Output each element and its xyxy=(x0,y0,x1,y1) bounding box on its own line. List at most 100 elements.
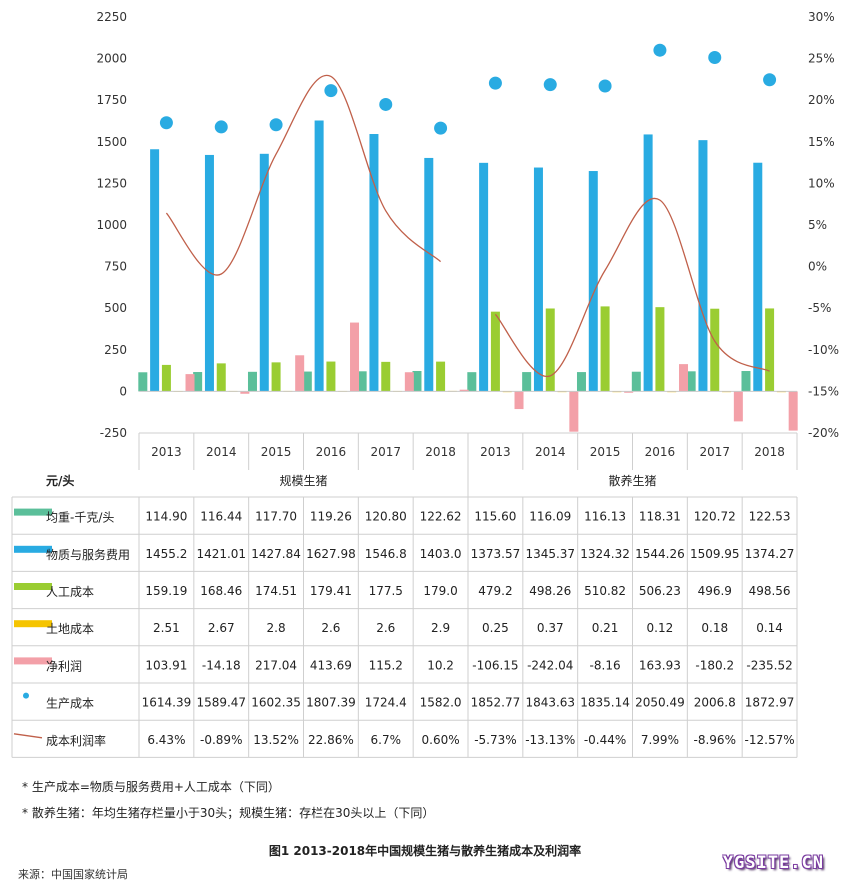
bar-4-mark xyxy=(788,391,798,431)
note-scale-definition: * 散养生猪：年均生猪存栏量小于30头；规模生猪：存栏在30头以上（下同） xyxy=(22,806,435,820)
data-label: 7.99% xyxy=(641,733,679,747)
data-label: 479.2 xyxy=(478,584,512,598)
bar-2-mark xyxy=(655,307,665,392)
bar-1-mark xyxy=(259,153,269,392)
y-tick-label: 1000 xyxy=(96,218,127,232)
data-label: -235.52 xyxy=(746,658,792,672)
production-cost-dot xyxy=(488,76,502,90)
data-label: 498.26 xyxy=(529,584,571,598)
source-note: 来源：中国国家统计局 xyxy=(18,868,128,881)
data-label: 179.41 xyxy=(310,584,352,598)
y-tick-label: 1250 xyxy=(96,176,127,190)
axes: 2250 2000 1750 1500 1250 1000 750 500 250 0 -250 30… xyxy=(96,10,839,440)
data-label: 1724.4 xyxy=(365,696,407,710)
data-label: 498.56 xyxy=(749,584,791,598)
data-label: 115.2 xyxy=(369,658,403,672)
production-cost-dot xyxy=(214,120,228,134)
x-tick-label: 2013 xyxy=(151,445,182,459)
bar-0-mark xyxy=(686,371,696,392)
bar-1-mark xyxy=(533,167,543,392)
x-tick-label: 2014 xyxy=(535,445,566,459)
production-cost-dot xyxy=(708,50,722,64)
legend-label: 成本利润率 xyxy=(46,733,106,748)
x-tick-label: 2014 xyxy=(206,445,237,459)
legend-key-bar xyxy=(14,583,52,590)
bar-0-mark xyxy=(741,371,751,392)
data-label: -0.44% xyxy=(584,733,626,747)
data-label: 177.5 xyxy=(369,584,403,598)
data-label: 2.8 xyxy=(267,621,286,635)
data-label: 1852.77 xyxy=(471,696,521,710)
data-label: 116.44 xyxy=(200,510,242,524)
legend-label: 生产成本 xyxy=(46,697,94,711)
data-label: 506.23 xyxy=(639,584,681,598)
data-label: 13.52% xyxy=(253,733,299,747)
data-label: 120.80 xyxy=(365,510,407,524)
data-label: 1427.84 xyxy=(251,547,301,561)
bar-0-mark xyxy=(467,372,477,392)
group-label-1: 散养生猪 xyxy=(608,473,656,488)
profit-rate-line-0 xyxy=(165,74,442,276)
data-label: 159.19 xyxy=(145,584,187,598)
data-label: 1807.39 xyxy=(306,696,356,710)
group-label-0: 规模生猪 xyxy=(279,473,327,488)
data-label: 1872.97 xyxy=(745,696,795,710)
bar-1-mark xyxy=(314,120,324,392)
y2-tick-label: -10% xyxy=(808,343,839,357)
profit-rate-line-1 xyxy=(494,197,770,377)
bar-0-mark xyxy=(576,372,586,392)
production-cost-dot xyxy=(763,73,777,87)
y-tick-label: 500 xyxy=(104,301,127,315)
legend-key-dot xyxy=(23,692,29,699)
y2-tick-label: 10% xyxy=(808,176,835,190)
y-tick-label: 0 xyxy=(119,384,127,398)
data-label: 119.26 xyxy=(310,510,352,524)
data-label: -13.13% xyxy=(525,733,575,747)
production-cost-dot xyxy=(434,121,448,135)
data-label: -180.2 xyxy=(695,658,734,672)
y2-tick-label: 20% xyxy=(808,93,835,107)
bar-4-mark xyxy=(185,374,195,392)
production-cost-dot xyxy=(598,79,612,93)
x-tick-label: 2013 xyxy=(480,445,511,459)
data-label: 22.86% xyxy=(308,733,354,747)
x-tick-label: 2015 xyxy=(590,445,621,459)
bar-2-mark xyxy=(710,308,720,392)
x-tick-label: 2017 xyxy=(370,445,401,459)
data-label: 2.6 xyxy=(376,621,395,635)
x-tick-label: 2016 xyxy=(316,445,347,459)
bar-0-mark xyxy=(138,372,148,392)
data-label: -12.57% xyxy=(745,733,795,747)
bar-4-mark xyxy=(624,391,634,393)
x-tick-label: 2016 xyxy=(645,445,676,459)
legend-key-bar xyxy=(14,620,52,628)
legend-label: 土地成本 xyxy=(46,622,94,636)
bar-2-mark xyxy=(326,361,336,392)
data-label: 118.31 xyxy=(639,510,681,524)
bar-0-mark xyxy=(193,372,203,392)
y-tick-label: 750 xyxy=(104,260,127,274)
plot-area xyxy=(138,43,798,432)
data-label: -106.15 xyxy=(472,658,518,672)
data-label: 1589.47 xyxy=(196,696,246,710)
data-label: 0.25 xyxy=(482,621,509,635)
data-label: 2006.8 xyxy=(694,696,736,710)
data-label: 1373.57 xyxy=(471,547,521,561)
production-cost-dot xyxy=(653,43,667,57)
unit-label: 元/头 xyxy=(46,473,74,488)
data-label: 103.91 xyxy=(145,658,187,672)
data-label: 1627.98 xyxy=(306,547,356,561)
data-label: -0.89% xyxy=(200,733,242,747)
bar-2-mark xyxy=(216,363,226,392)
data-label: 1602.35 xyxy=(251,696,301,710)
data-label: 1544.26 xyxy=(635,547,685,561)
legend-label: 均重-千克/头 xyxy=(46,511,114,525)
data-label: 1835.14 xyxy=(580,696,630,710)
watermark-logo: YGSITE.CN xyxy=(722,853,824,873)
data-label: -242.04 xyxy=(527,658,573,672)
bar-2-mark xyxy=(600,306,610,392)
bar-1-mark xyxy=(698,140,708,392)
y2-tick-label: 25% xyxy=(808,52,835,66)
data-label: 115.60 xyxy=(474,510,516,524)
